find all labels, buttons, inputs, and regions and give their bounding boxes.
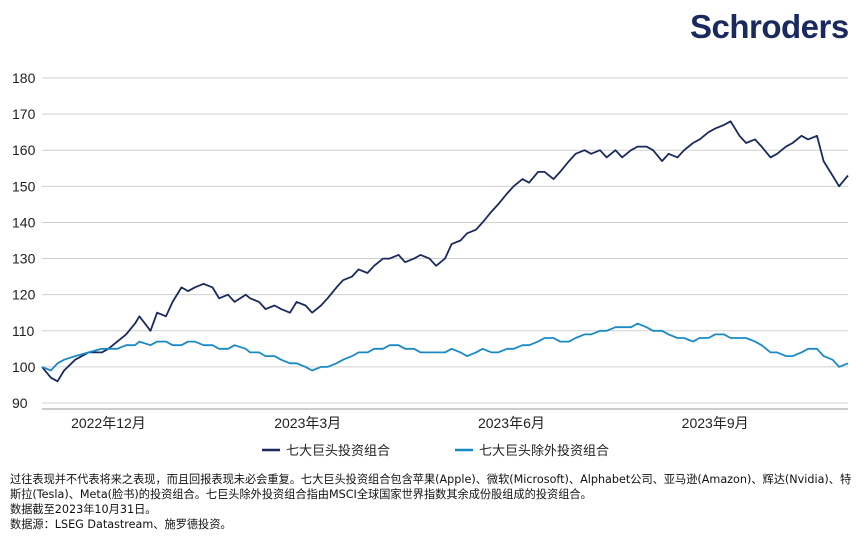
y-tick-label: 150 bbox=[12, 178, 36, 194]
y-tick-label: 170 bbox=[12, 106, 36, 122]
series-line-1 bbox=[41, 322, 849, 372]
y-tick-label: 100 bbox=[12, 359, 36, 375]
legend-label: 七大巨头除外投资组合 bbox=[479, 443, 609, 459]
disclaimer-text: 过往表现并不代表将来之表现，而且回报表现未必会重复。七大巨头投资组合包含苹果(A… bbox=[10, 473, 852, 501]
y-tick-label: 120 bbox=[12, 287, 36, 303]
y-axis-ticks: 90 100 110 120 130 140 150 160 170 180 bbox=[12, 70, 36, 411]
gridlines bbox=[42, 77, 848, 410]
x-tick-label: 2023年9月 bbox=[682, 415, 749, 431]
legend-label: 七大巨头投资组合 bbox=[286, 443, 390, 459]
y-tick-label: 180 bbox=[12, 70, 36, 86]
x-tick-label: 2023年3月 bbox=[274, 415, 341, 431]
legend-item-1: 七大巨头除外投资组合 bbox=[455, 443, 609, 459]
y-tick-label: 140 bbox=[12, 214, 36, 230]
legend-item-0: 七大巨头投资组合 bbox=[262, 443, 390, 459]
x-tick-label: 2023年6月 bbox=[478, 415, 545, 431]
y-tick-label: 90 bbox=[12, 395, 28, 411]
x-tick-label: 2022年12月 bbox=[71, 415, 146, 431]
x-axis-ticks: 2022年12月 2023年3月 2023年6月 2023年9月 bbox=[71, 415, 749, 431]
y-tick-label: 130 bbox=[12, 251, 36, 267]
series-lines bbox=[41, 120, 849, 383]
data-date-text: 数据截至2023年10月31日。 bbox=[10, 503, 157, 516]
series-line-0 bbox=[41, 120, 849, 383]
data-source-text: 数据源：LSEG Datastream、施罗德投资。 bbox=[10, 518, 232, 531]
y-tick-label: 110 bbox=[12, 323, 35, 339]
footnotes: 过往表现并不代表将来之表现，而且回报表现未必会重复。七大巨头投资组合包含苹果(A… bbox=[10, 472, 858, 532]
schroders-logo: Schroders bbox=[690, 8, 849, 45]
legend: 七大巨头投资组合 七大巨头除外投资组合 bbox=[262, 443, 609, 459]
y-tick-label: 160 bbox=[12, 142, 36, 158]
